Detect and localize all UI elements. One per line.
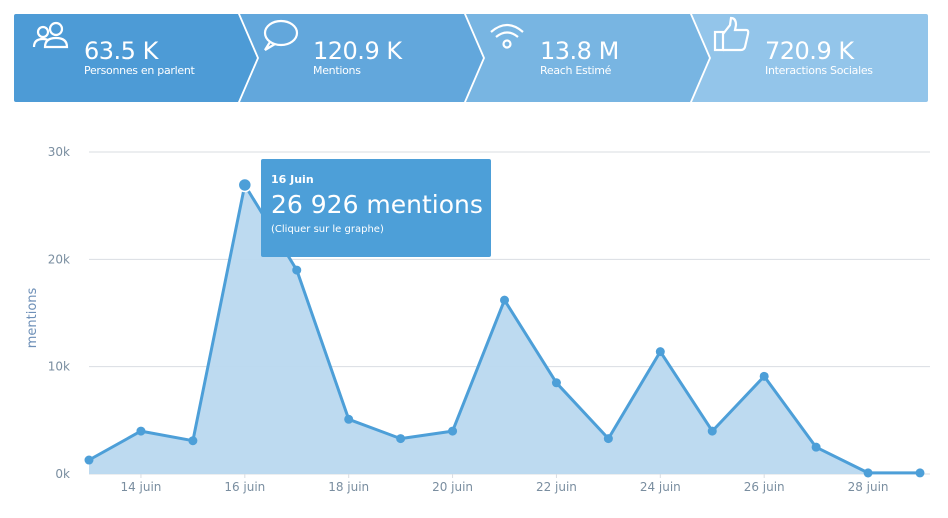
x-tick-label: 22 juin xyxy=(536,480,577,494)
kpi-people[interactable]: 63.5 K Personnes en parlent xyxy=(30,14,195,102)
kpi-segment-bg-2 xyxy=(466,14,709,102)
x-tick-label: 14 juin xyxy=(120,480,161,494)
kpi-mentions[interactable]: 120.9 K Mentions xyxy=(259,14,402,102)
kpi-segment-bg-0 xyxy=(14,14,257,102)
x-tick-label: 28 juin xyxy=(848,480,889,494)
kpi-value: 120.9 K xyxy=(313,37,402,65)
y-tick-label: 20k xyxy=(48,252,70,266)
data-point[interactable] xyxy=(188,436,198,446)
y-axis-title: mentions xyxy=(25,287,40,348)
people-icon xyxy=(30,21,72,79)
data-point[interactable] xyxy=(551,378,561,388)
y-tick-label: 10k xyxy=(48,360,70,374)
x-tick-label: 16 juin xyxy=(224,480,265,494)
points-layer[interactable] xyxy=(84,177,925,478)
chart-tooltip: 16 Juin 26 926 mentions (Cliquer sur le … xyxy=(261,159,491,257)
data-point[interactable] xyxy=(759,371,769,381)
area-layer xyxy=(88,183,920,475)
kpi-label: Personnes en parlent xyxy=(84,64,195,77)
data-point[interactable] xyxy=(655,347,665,357)
kpi-value: 63.5 K xyxy=(84,37,158,65)
tooltip-value: 26 926 mentions xyxy=(271,190,483,219)
wifi-icon xyxy=(486,23,528,79)
y-tick-label: 30k xyxy=(48,145,70,159)
kpi-interactions[interactable]: 720.9 K Interactions Sociales xyxy=(711,14,873,102)
data-point[interactable] xyxy=(863,468,873,478)
kpi-label: Mentions xyxy=(313,64,361,77)
x-tick-label: 18 juin xyxy=(328,480,369,494)
x-tick-label: 20 juin xyxy=(432,480,473,494)
kpi-value: 720.9 K xyxy=(765,37,854,65)
kpi-reach[interactable]: 13.8 M Reach Estimé xyxy=(486,14,619,102)
data-point[interactable] xyxy=(603,434,613,444)
speech-bubble-icon xyxy=(259,19,301,79)
data-point[interactable] xyxy=(915,468,925,478)
kpi-value: 13.8 M xyxy=(540,37,619,65)
data-point[interactable] xyxy=(344,414,354,424)
kpi-segment-bg-1 xyxy=(240,14,483,102)
data-point[interactable] xyxy=(84,455,94,465)
kpi-segment-bg-3 xyxy=(692,14,928,102)
tooltip-date: 16 Juin xyxy=(271,173,314,186)
x-tick-label: 24 juin xyxy=(640,480,681,494)
tooltip-hint: (Cliquer sur le graphe) xyxy=(271,224,384,235)
data-point[interactable] xyxy=(292,265,302,275)
kpi-label: Interactions Sociales xyxy=(765,64,873,77)
kpi-label: Reach Estimé xyxy=(540,64,612,77)
data-point[interactable] xyxy=(396,434,406,444)
series-area xyxy=(89,185,920,474)
data-point[interactable] xyxy=(707,426,717,436)
kpi-bar: 63.5 K Personnes en parlent 120.9 K Ment… xyxy=(14,14,928,102)
highlighted-data-point[interactable] xyxy=(237,177,253,193)
thumbs-up-icon xyxy=(711,16,753,79)
labels-layer: 0k 10k 20k 30k 14 juin 16 juin 18 juin 20 juin 2… xyxy=(48,145,889,494)
data-point[interactable] xyxy=(136,426,146,436)
data-point[interactable] xyxy=(500,295,509,305)
x-tick-label: 26 juin xyxy=(744,480,785,494)
data-point[interactable] xyxy=(448,426,458,436)
y-tick-label: 0k xyxy=(55,467,70,481)
mentions-chart[interactable]: 0k 10k 20k 30k 14 juin 16 juin 18 juin 20 juin 2… xyxy=(0,120,948,518)
kpi-background xyxy=(14,14,928,102)
data-point[interactable] xyxy=(811,442,821,452)
